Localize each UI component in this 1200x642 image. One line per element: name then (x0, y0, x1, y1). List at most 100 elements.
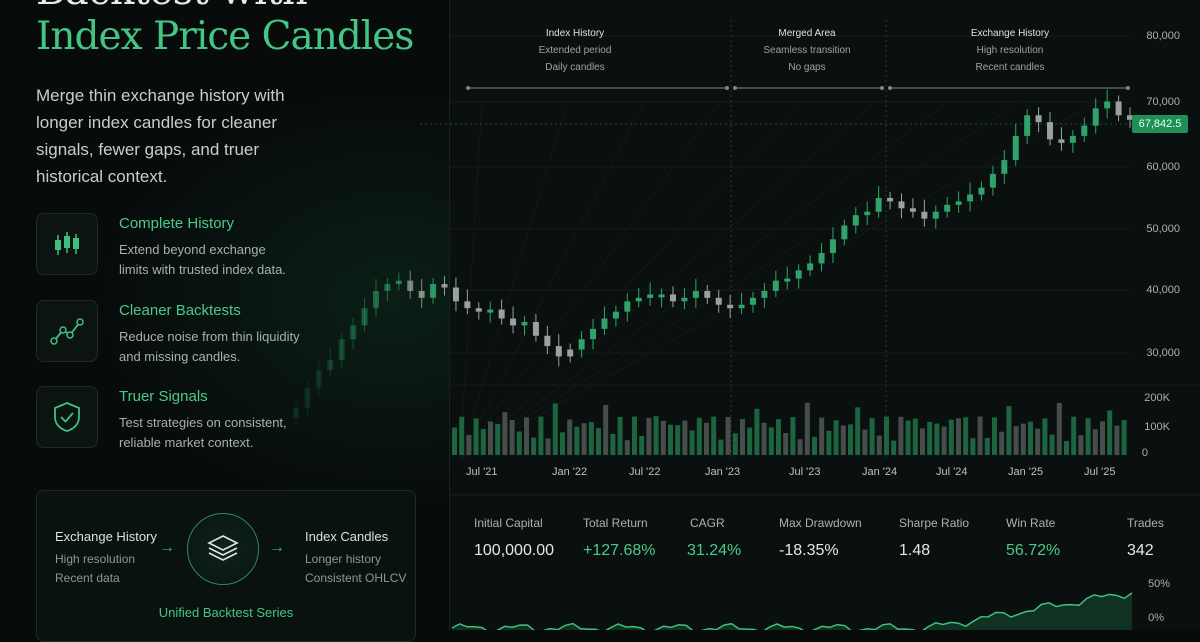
price-axis-label: 30,000 (1146, 347, 1180, 359)
candle-body (921, 211, 928, 219)
segment-sub: Daily candles (545, 62, 605, 73)
candle-body (875, 197, 882, 212)
lead-paragraph: Merge thin exchange history with longer … (36, 82, 336, 190)
x-axis-label: Jan '24 (862, 466, 898, 478)
feature-desc-line: and missing candles. (119, 349, 241, 364)
flow-index-candles: Index Candles Longer history Consistent … (305, 529, 406, 585)
candle-body (418, 290, 425, 298)
grid-line (459, 99, 806, 461)
price-axis-label: 40,000 (1146, 284, 1180, 296)
equity-axis-label: 50% (1147, 578, 1170, 590)
volume-bar (1085, 418, 1091, 455)
volume-bar (1114, 425, 1120, 455)
candle-body (372, 290, 379, 309)
volume-bar (1121, 420, 1127, 455)
volume-bar (855, 407, 861, 455)
stat-value: -18.35% (779, 542, 839, 559)
segment-span-dot (888, 86, 892, 90)
feature-cleaner-backtests: Cleaner Backtests Reduce noise from thin… (36, 300, 426, 364)
flow-sub: Recent data (55, 571, 120, 585)
feature-title: Complete History (119, 215, 235, 232)
candle-body (384, 284, 391, 291)
flow-exchange-history: Exchange History High resolution Recent … (55, 529, 157, 585)
volume-bar (624, 440, 630, 455)
volume-bar (876, 435, 882, 455)
candle-body (532, 321, 539, 336)
grid-line (459, 99, 569, 461)
candle-body (395, 280, 402, 285)
candle-body (784, 278, 791, 282)
candle-body (772, 280, 779, 291)
feature-desc-line: Test strategies on consistent, (119, 415, 287, 430)
volume-bar (1013, 426, 1019, 455)
feature-title: Cleaner Backtests (119, 302, 241, 319)
segment-span-dot (466, 86, 470, 90)
stat-trades: Trades 342 (1127, 516, 1164, 560)
x-axis-label: Jul '21 (466, 466, 498, 478)
candle-body (601, 318, 608, 329)
volume-bar (941, 426, 947, 455)
volume-bar (1056, 403, 1062, 455)
price-axis-label: 60,000 (1146, 161, 1180, 173)
segment-span-dot (880, 86, 884, 90)
candle-body (361, 308, 368, 326)
volume-bar (574, 426, 580, 455)
equity-area (452, 592, 1132, 630)
volume-bar (833, 420, 839, 455)
candle-body (452, 287, 459, 302)
volume-bar (653, 416, 659, 455)
stat-total-return: Total Return +127.68% (583, 516, 656, 560)
volume-bar (905, 420, 911, 455)
candle-body (1001, 160, 1008, 174)
stat-max-drawdown: Max Drawdown -18.35% (779, 516, 862, 560)
left-column: Backtest with Index Price Candles Merge … (36, 0, 426, 642)
stat-label: Sharpe Ratio (899, 516, 970, 530)
volume-bar (977, 416, 983, 455)
volume-bar (790, 417, 796, 455)
shield-check-icon (36, 386, 98, 448)
candle-body (955, 201, 962, 205)
volume-bar (617, 416, 623, 455)
candle-body (578, 339, 585, 350)
volume-bar (588, 422, 594, 455)
lead-line: historical context. (36, 167, 168, 186)
volume-bar (596, 428, 601, 455)
candle-body (818, 253, 825, 264)
candle-body (932, 211, 939, 219)
segment-span-dot (1126, 86, 1130, 90)
volume-bar (783, 433, 789, 455)
segment-title: Merged Area (778, 28, 836, 39)
volume-bar (768, 427, 774, 455)
candlestick-icon (36, 213, 98, 275)
volume-bar (696, 417, 702, 455)
candle-body (944, 204, 951, 212)
volume-bar (732, 433, 738, 455)
candle-body (738, 304, 745, 309)
current-price-tag: 67,842.5 (1132, 115, 1188, 133)
volume-bar (869, 418, 875, 455)
volume-bar (884, 416, 889, 455)
volume-bar (668, 424, 673, 455)
volume-bar (480, 429, 486, 455)
x-axis-label: Jul '25 (1084, 466, 1116, 478)
candle-body (795, 270, 802, 279)
candle-body (647, 294, 654, 298)
volume-bar (1049, 434, 1055, 455)
volume-bar (1100, 421, 1105, 455)
candle-body (1092, 108, 1099, 126)
volume-bar (531, 437, 537, 455)
candle-body (749, 297, 756, 305)
grid-line (459, 99, 723, 461)
volume-axis-label: 200K (1144, 392, 1170, 404)
candle-body (567, 349, 574, 357)
stat-label: Win Rate (1006, 516, 1056, 530)
volume-bar (682, 420, 688, 455)
stat-label: CAGR (690, 516, 725, 530)
volume-bar (502, 412, 508, 455)
merge-flow-card: Exchange History High resolution Recent … (36, 490, 416, 642)
volume-bar (452, 427, 457, 455)
segment-sub: Recent candles (975, 62, 1045, 73)
grid-line (459, 99, 879, 461)
candle-body (1127, 115, 1133, 120)
